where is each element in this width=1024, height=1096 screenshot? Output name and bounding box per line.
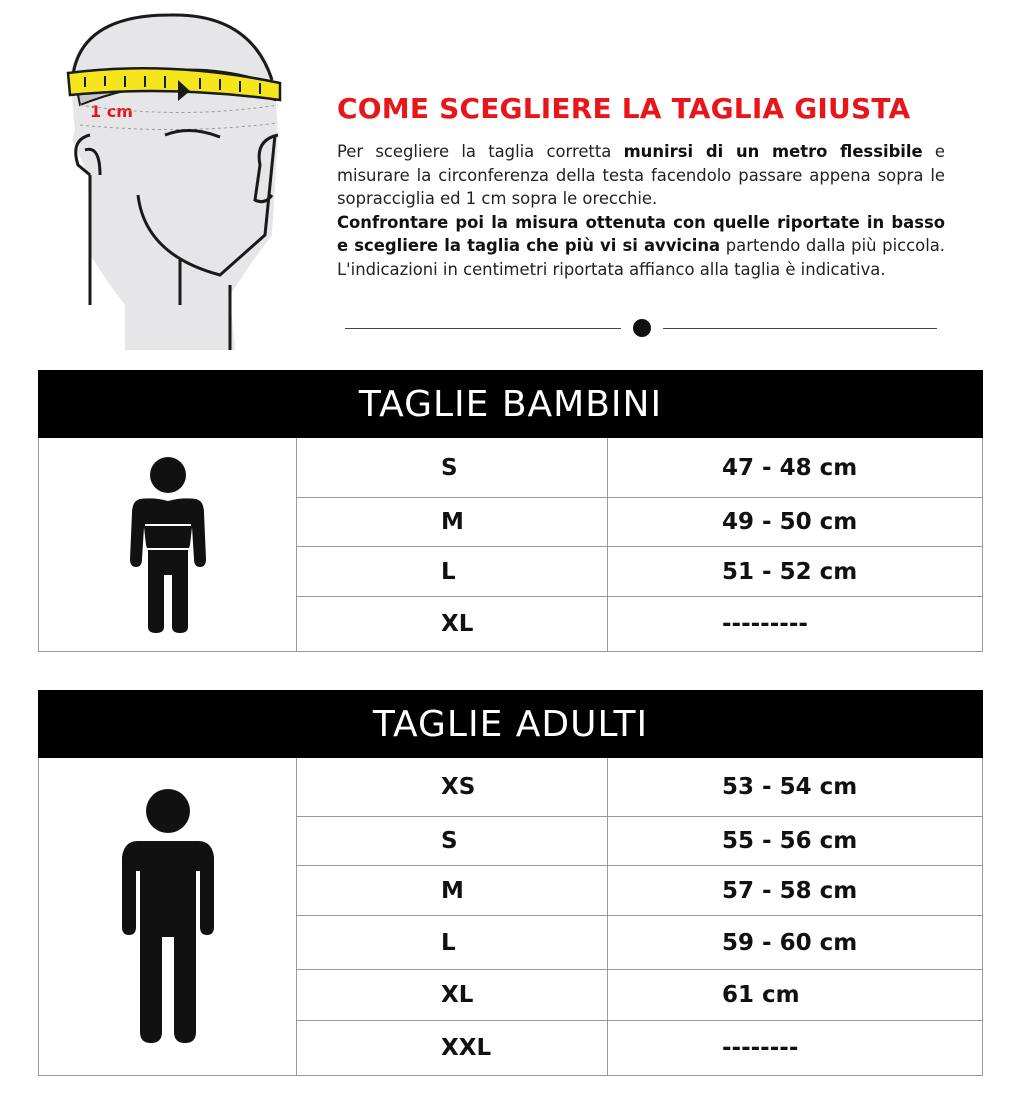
table-row: XL --------- (297, 597, 982, 651)
table-row: XS 53 - 54 cm (297, 758, 982, 817)
measure-cell: 51 - 52 cm (722, 558, 858, 585)
size-cell: XL (297, 597, 608, 651)
size-cell: XS (297, 758, 608, 816)
instructions-part: Per scegliere la taglia corretta (337, 142, 624, 161)
head-measurement-illustration: 1 cm (66, 13, 282, 350)
table-row: L 59 - 60 cm (297, 916, 982, 970)
size-cell: L (297, 916, 608, 969)
table-row: S 55 - 56 cm (297, 817, 982, 866)
child-figure-icon (39, 438, 297, 651)
table-row: L 51 - 52 cm (297, 547, 982, 597)
page-title: COME SCEGLIERE LA TAGLIA GIUSTA (337, 92, 911, 125)
size-cell: L (297, 547, 608, 596)
measure-cell: 59 - 60 cm (722, 929, 858, 956)
instructions-text: Per scegliere la taglia corretta munirsi… (337, 140, 945, 281)
measure-cell: 49 - 50 cm (722, 509, 858, 535)
table-row: M 57 - 58 cm (297, 866, 982, 916)
measure-cell: 57 - 58 cm (722, 877, 858, 904)
measure-cell: 47 - 48 cm (722, 454, 858, 481)
measure-cell: 53 - 54 cm (722, 774, 858, 800)
adults-table-title: TAGLIE ADULTI (38, 690, 983, 758)
table-row: S 47 - 48 cm (297, 438, 982, 498)
size-cell: M (297, 866, 608, 915)
size-cell: M (297, 498, 608, 546)
table-row: XXL -------- (297, 1021, 982, 1075)
adults-size-table: TAGLIE ADULTI XS 53 - 54 cm S 55 - 56 cm M… (38, 690, 983, 1076)
decorative-divider (345, 318, 937, 338)
instructions-part: e misurare la circonferenza della testa … (337, 142, 945, 208)
kids-size-table: TAGLIE BAMBINI S 47 - 48 cm M 49 - 50 cm L… (38, 370, 983, 652)
kids-table-title: TAGLIE BAMBINI (38, 370, 983, 438)
measure-cell: -------- (722, 1035, 799, 1061)
instructions-emphasis: munirsi di un metro flessibile (623, 142, 923, 161)
instructions-emphasis: Confrontare poi la misura ottenuta con q… (337, 212, 945, 256)
table-row: M 49 - 50 cm (297, 498, 982, 547)
size-cell: S (297, 438, 608, 497)
measure-cell: 55 - 56 cm (722, 828, 858, 854)
tape-label: 1 cm (90, 102, 133, 121)
size-cell: XL (297, 970, 608, 1020)
measure-cell: --------- (722, 611, 808, 637)
adult-figure-icon (39, 758, 297, 1075)
size-cell: S (297, 817, 608, 865)
measure-cell: 61 cm (722, 982, 800, 1008)
instructions-part: partendo dalla più piccola. L'indicazion… (337, 236, 946, 279)
table-row: XL 61 cm (297, 970, 982, 1021)
size-cell: XXL (297, 1021, 608, 1075)
